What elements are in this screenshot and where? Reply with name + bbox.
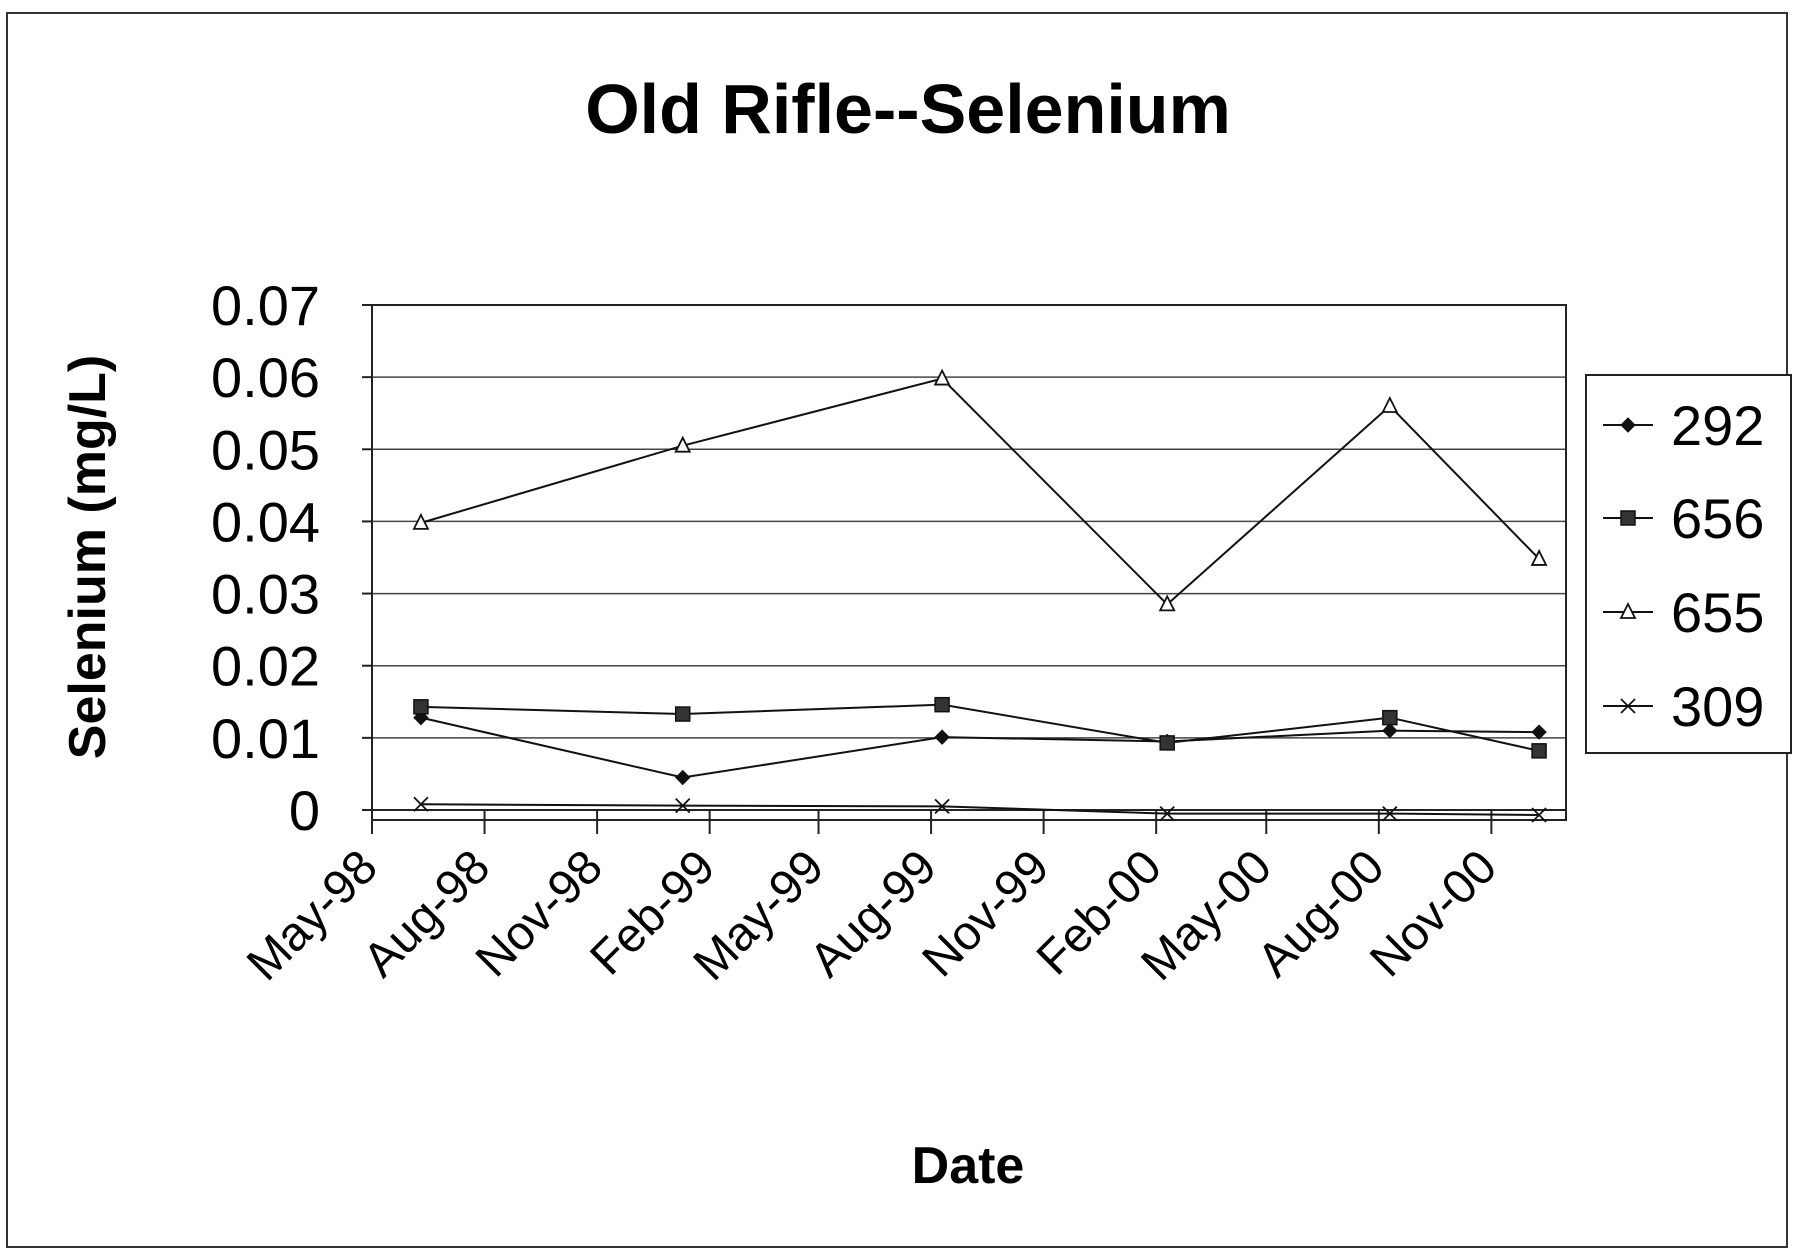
series-line-309 xyxy=(420,803,1540,817)
x-tick-label: May-98 xyxy=(237,840,388,991)
data-point-656 xyxy=(934,696,950,713)
axes xyxy=(362,304,1566,834)
data-point-309 xyxy=(1159,805,1175,822)
data-point-309 xyxy=(934,798,950,815)
y-tick-label: 0 xyxy=(289,779,320,842)
x-axis-title: Date xyxy=(912,1137,1025,1195)
data-point-656 xyxy=(1382,709,1398,726)
series-lines xyxy=(420,377,1540,817)
legend-label-309: 309 xyxy=(1671,675,1764,738)
legend: 292 656 655 309 xyxy=(1603,394,1764,738)
data-point-309 xyxy=(1531,807,1547,823)
series-markers xyxy=(412,368,1548,823)
x-tick-label: Aug-00 xyxy=(1248,840,1395,987)
series-line-655 xyxy=(420,377,1540,606)
x-tick-label: Nov-99 xyxy=(913,840,1060,987)
series-line-292 xyxy=(420,716,1540,779)
data-point-656 xyxy=(413,699,429,715)
legend-marker-309-stroke xyxy=(1620,698,1636,714)
data-point-655 xyxy=(674,435,692,453)
legend-marker-656 xyxy=(1620,510,1636,526)
data-point-309-stroke xyxy=(413,796,429,812)
data-point-309-stroke xyxy=(675,798,691,814)
data-point-309 xyxy=(675,798,691,814)
y-tick-label: 0.02 xyxy=(211,635,320,698)
y-tick-label: 0.01 xyxy=(211,707,320,770)
data-point-309 xyxy=(1382,805,1398,822)
legend-label-655: 655 xyxy=(1671,581,1764,644)
data-point-656 xyxy=(1531,743,1547,759)
data-point-655 xyxy=(1530,548,1548,566)
data-point-309-stroke xyxy=(934,798,950,815)
data-point-292 xyxy=(934,729,950,745)
legend-marker-655 xyxy=(1619,601,1637,619)
y-tick-label: 0.06 xyxy=(211,346,320,409)
legend-marker-292 xyxy=(1620,417,1636,433)
chart-frame xyxy=(6,12,1788,1248)
data-point-655 xyxy=(412,512,430,530)
grid-lines xyxy=(372,304,1566,739)
y-tick-label: 0.05 xyxy=(211,418,320,481)
data-point-292 xyxy=(675,769,691,786)
data-point-292 xyxy=(1531,724,1547,740)
data-point-656 xyxy=(674,706,691,722)
legend-box xyxy=(1585,374,1792,754)
data-point-309-stroke xyxy=(1159,805,1175,822)
series-line-656 xyxy=(420,703,1540,752)
data-point-292 xyxy=(1382,722,1398,739)
data-point-309-stroke xyxy=(1531,807,1547,823)
data-point-656 xyxy=(1159,735,1175,751)
x-tick-label: Aug-98 xyxy=(353,840,500,987)
legend-label-292: 292 xyxy=(1671,394,1764,457)
y-tick-label: 0.04 xyxy=(211,490,320,553)
y-axis-title: Selenium (mg/L) xyxy=(59,355,117,759)
y-tick-label: 0.03 xyxy=(211,563,320,626)
data-point-309-stroke xyxy=(1382,805,1398,822)
y-tick-labels: 0 0.01 0.02 0.03 0.04 0.05 0.06 0.07 xyxy=(211,274,320,842)
y-tick-label: 0.07 xyxy=(211,274,320,337)
data-point-655 xyxy=(1158,594,1176,612)
data-point-655 xyxy=(1381,395,1399,413)
chart-title: Old Rifle--Selenium xyxy=(585,70,1231,148)
data-point-309 xyxy=(413,796,429,812)
x-tick-label: Nov-98 xyxy=(466,840,613,987)
legend-marker-309 xyxy=(1620,698,1636,714)
x-tick-label: Nov-00 xyxy=(1360,840,1507,987)
x-tick-label: Aug-99 xyxy=(800,840,947,987)
data-point-655 xyxy=(933,368,951,386)
plot-area xyxy=(371,304,1567,821)
legend-label-656: 656 xyxy=(1671,487,1764,550)
x-tick-labels: May-98Aug-98Nov-98Feb-99May-99Aug-99Nov-… xyxy=(237,840,1507,991)
